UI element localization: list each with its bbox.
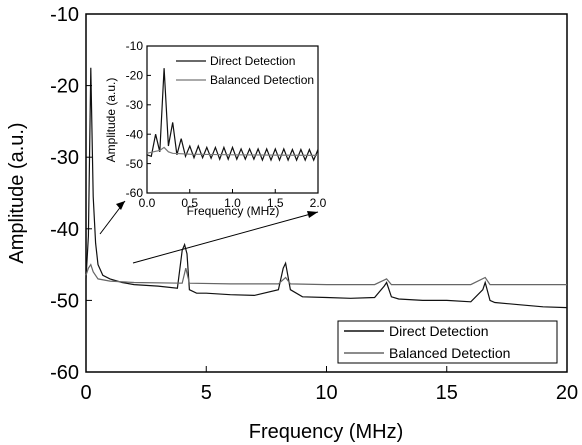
arrow-head-origin [116,201,125,210]
main-series-group [85,67,568,309]
main-series-line-balanced [85,263,567,286]
inset-series-group [146,68,319,162]
main-series-line-direct [85,67,568,309]
inset-y-tick-label: -30 [126,98,144,112]
main-x-tick-label: 10 [315,382,337,404]
main-legend-label-balanced: Balanced Detection [389,345,510,361]
main-legend: Direct Detection Balanced Detection [337,320,558,364]
inset-series-line-direct [146,68,319,162]
main-x-tick-label: 5 [201,382,212,404]
inset-y-tick-label: -10 [126,39,144,53]
inset-x-tick-label: 2.0 [310,196,327,210]
inset-tick-group: 0.0 0.5 1.0 1.5 2.0 -10 -20 -30 -40 -50 -60 [126,39,327,210]
main-plot: 0 5 10 15 20 -10 -20 -30 -40 -50 -60 Frequency (MH… [6,4,578,443]
inset-pointer-arrows [99,200,319,264]
inset-series-line-balanced [146,146,319,156]
inset-y-tick-label: -20 [126,69,144,83]
inset-x-tick-label: 0.0 [139,196,156,210]
inset-x-tick-label: 1.5 [267,196,284,210]
arrow-head-end [307,211,318,218]
main-legend-box [337,320,558,364]
inset-legend-label-direct: Direct Detection [210,54,295,68]
inset-plot: 0.0 0.5 1.0 1.5 2.0 -10 -20 -30 -40 -50 -60 Freque… [104,39,327,218]
inset-y-tick-label: -60 [126,186,144,200]
main-x-tick-label: 20 [556,382,578,404]
inset-legend: Direct Detection Balanced Detection [176,54,314,87]
main-x-tick-label: 15 [436,382,458,404]
inset-y-tick-label: -40 [126,127,144,141]
arrow-to-inset-end [132,211,319,264]
main-tick-group: 0 5 10 15 20 -10 -20 -30 -40 -50 -60 [50,4,578,404]
main-y-tick-label: -60 [50,362,79,384]
main-y-tick-label: -40 [50,219,79,241]
main-y-tick-label: -30 [50,147,79,169]
inset-x-tick-label: 0.5 [181,196,198,210]
inset-x-axis-label: Frequency (MHz) [187,204,280,218]
main-x-axis-label: Frequency (MHz) [249,421,403,443]
inset-y-tick-label: -50 [126,157,144,171]
main-legend-label-direct: Direct Detection [389,323,489,339]
inset-y-axis-label: Amplitude (a.u.) [104,78,118,163]
inset-legend-label-balanced: Balanced Detection [210,73,314,87]
main-y-tick-label: -50 [50,290,79,312]
main-y-tick-label: -20 [50,76,79,98]
inset-x-tick-label: 1.0 [224,196,241,210]
main-y-tick-label: -10 [50,4,79,26]
main-y-axis-label: Amplitude (a.u.) [6,122,28,263]
main-x-tick-label: 0 [80,382,91,404]
inset-plot-background [147,46,318,193]
